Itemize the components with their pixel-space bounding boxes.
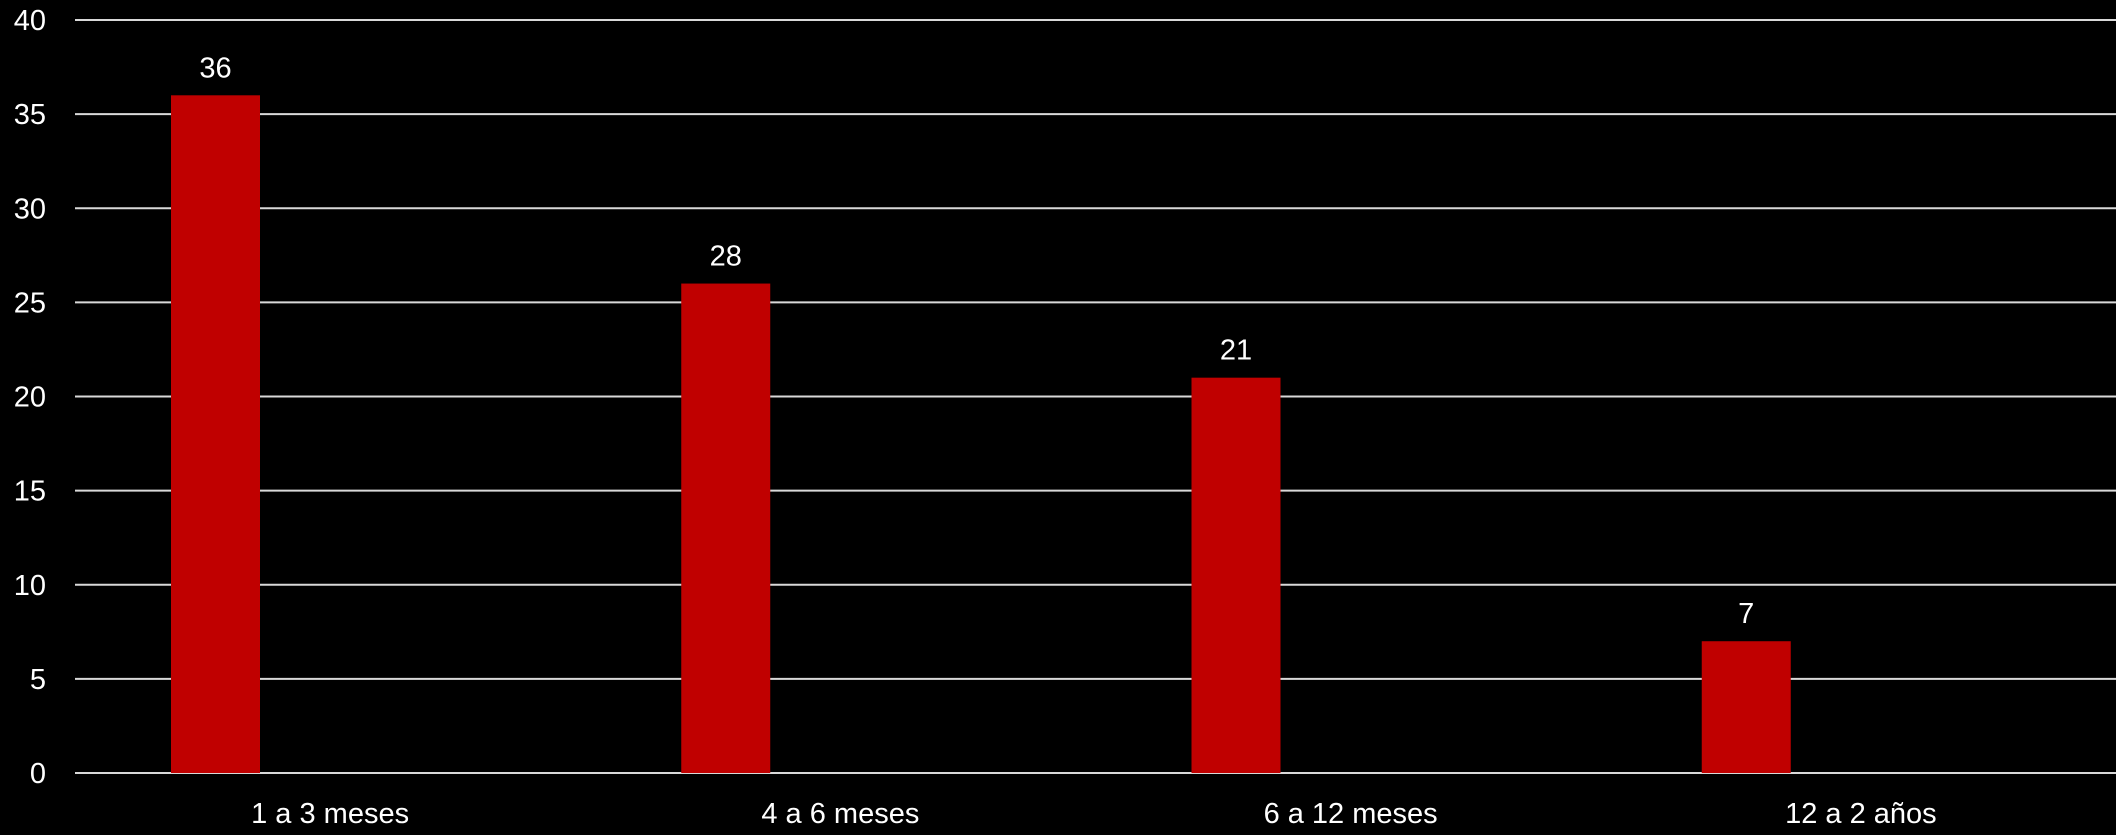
y-tick-label: 35 bbox=[14, 99, 46, 131]
y-tick-label: 5 bbox=[30, 664, 46, 696]
y-tick-label: 30 bbox=[14, 193, 46, 225]
data-label: 21 bbox=[1220, 335, 1252, 367]
data-label: 28 bbox=[710, 241, 742, 273]
y-tick-label: 25 bbox=[14, 287, 46, 319]
x-category-label: 1 a 3 meses bbox=[251, 798, 409, 830]
bar bbox=[1701, 641, 1791, 773]
bar bbox=[1191, 377, 1281, 773]
data-label: 7 bbox=[1738, 598, 1754, 630]
x-category-label: 4 a 6 meses bbox=[761, 798, 919, 830]
y-tick-label: 10 bbox=[14, 570, 46, 602]
gridlines bbox=[75, 19, 2116, 774]
y-tick-label: 15 bbox=[14, 476, 46, 508]
x-axis-categories: 1 a 3 meses 4 a 6 meses 6 a 12 meses 12 a 2… bbox=[251, 798, 1937, 830]
y-tick-label: 20 bbox=[14, 382, 46, 414]
y-tick-label: 0 bbox=[30, 758, 46, 790]
y-tick-label: 40 bbox=[14, 5, 46, 37]
bar bbox=[681, 283, 771, 773]
x-category-label: 6 a 12 meses bbox=[1264, 798, 1438, 830]
bars bbox=[171, 95, 1791, 774]
x-category-label: 12 a 2 años bbox=[1785, 798, 1937, 830]
bar bbox=[171, 95, 260, 774]
data-labels: 36 28 21 7 bbox=[199, 52, 1754, 630]
data-label: 36 bbox=[199, 52, 231, 84]
y-axis-ticks: 0 5 10 15 20 25 30 35 40 bbox=[14, 5, 46, 790]
